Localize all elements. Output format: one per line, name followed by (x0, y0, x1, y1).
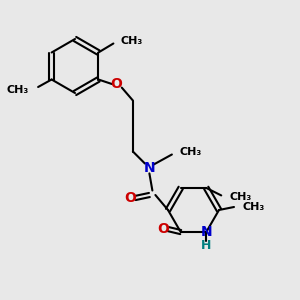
Text: CH₃: CH₃ (242, 202, 265, 212)
Text: CH₃: CH₃ (179, 147, 202, 157)
Text: N: N (144, 161, 155, 175)
Text: CH₃: CH₃ (230, 192, 252, 202)
Text: H: H (201, 239, 211, 252)
Text: N: N (200, 225, 212, 239)
Text: O: O (157, 222, 169, 236)
Text: CH₃: CH₃ (121, 36, 143, 46)
Text: O: O (124, 191, 136, 205)
Text: O: O (110, 77, 122, 91)
Text: CH₃: CH₃ (7, 85, 29, 95)
